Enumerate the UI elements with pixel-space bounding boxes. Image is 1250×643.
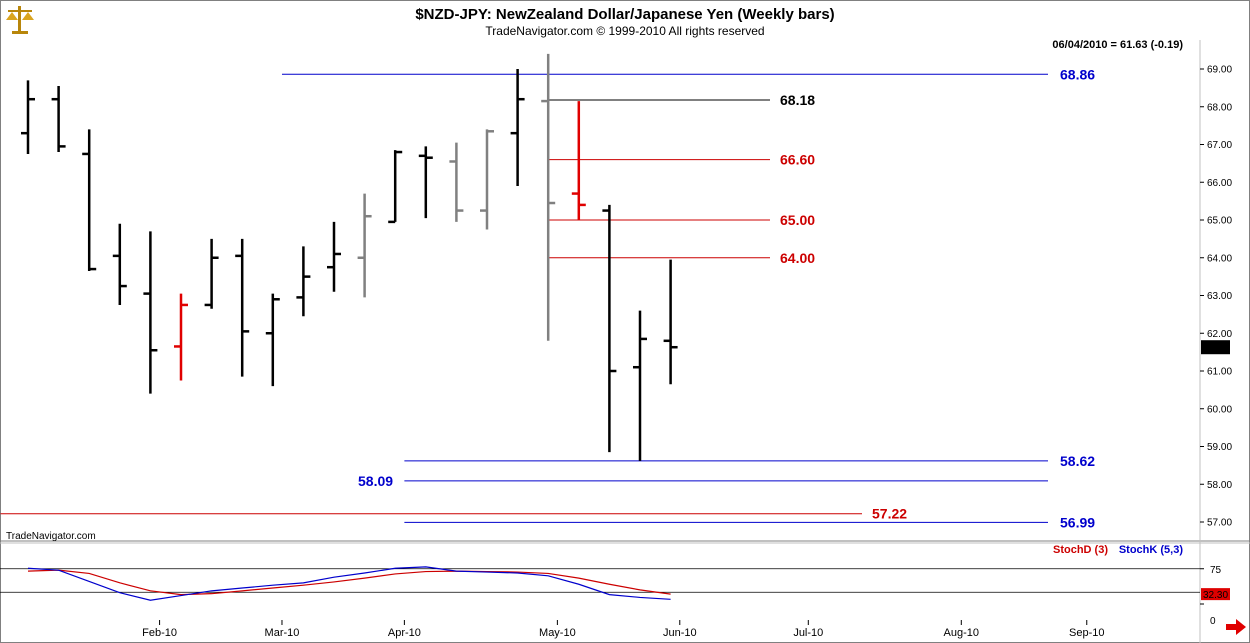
arrow-right-icon[interactable]	[1226, 619, 1246, 635]
y-tick-label: 66.00	[1207, 178, 1232, 189]
level-label: 56.99	[1060, 514, 1095, 530]
ohlc-bar	[235, 238, 250, 377]
ohlc-bar	[143, 231, 158, 394]
x-tick-label: Jul-10	[793, 627, 823, 639]
ohlc-bar	[174, 293, 188, 381]
y-tick-label: 57.00	[1207, 518, 1232, 529]
level-label: 66.60	[780, 152, 815, 168]
stoch-last-box	[1201, 588, 1230, 601]
ohlc-bar	[449, 142, 464, 222]
y-tick-label: 67.00	[1207, 140, 1232, 151]
x-tick-label: Mar-10	[265, 627, 300, 639]
ohlc-bar	[480, 129, 494, 230]
ohlc-bar	[388, 150, 403, 224]
copyright-text: TradeNavigator.com © 1999-2010 All right…	[485, 24, 764, 38]
last-quote-label: 06/04/2010 = 61.63 (-0.19)	[1052, 39, 1183, 51]
x-tick-label: May-10	[539, 627, 576, 639]
x-tick-label: Jun-10	[663, 627, 697, 639]
chart-title: $NZD-JPY: NewZealand Dollar/Japanese Yen…	[415, 6, 834, 23]
ohlc-bar	[633, 310, 647, 461]
ohlc-bar	[418, 146, 433, 219]
ohlc-bar	[602, 204, 617, 453]
stoch-tick-label: 0	[1210, 616, 1216, 627]
ohlc-bar	[510, 69, 525, 187]
level-label: 65.00	[780, 212, 815, 228]
y-tick-label: 62.00	[1207, 329, 1232, 340]
legend-stoch-k: StochK (5,3)	[1119, 544, 1184, 556]
y-tick-label: 68.00	[1207, 102, 1232, 113]
y-tick-label: 61.00	[1207, 367, 1232, 378]
date-axis: Feb-10 Mar-10 Apr-10 May-10 Jun-10 Jul-10 Aug-…	[142, 620, 1105, 639]
y-tick-label: 65.00	[1207, 216, 1232, 227]
stoch-last-text: 32.30	[1203, 590, 1228, 601]
ohlc-bars	[21, 53, 678, 461]
y-tick-label: 64.00	[1207, 253, 1232, 264]
x-tick-label: Aug-10	[944, 627, 979, 639]
ohlc-bar	[663, 259, 678, 385]
stoch-d-line	[27, 569, 671, 596]
x-tick-label: Sep-10	[1069, 627, 1104, 639]
ohlc-bar	[357, 193, 372, 298]
level-label: 68.18	[780, 92, 815, 108]
y-tick-label: 69.00	[1207, 65, 1232, 76]
level-label: 58.09	[358, 473, 393, 489]
x-tick-label: Apr-10	[388, 627, 421, 639]
ohlc-bar	[571, 101, 586, 220]
ohlc-bar	[82, 129, 97, 271]
level-label: 58.62	[1060, 453, 1095, 469]
stochastic-panel: 75 0 32.30	[0, 565, 1230, 627]
watermark-text: TradeNavigator.com	[6, 531, 96, 542]
y-tick-label: 59.00	[1207, 442, 1232, 453]
stoch-k-line	[27, 566, 671, 601]
level-label: 68.86	[1060, 66, 1095, 82]
y-tick-label: 63.00	[1207, 291, 1232, 302]
last-price-marker: 61.63	[1201, 340, 1230, 355]
x-tick-label: Feb-10	[142, 627, 177, 639]
last-price-text: 61.63	[1203, 343, 1228, 354]
ohlc-bar	[296, 246, 311, 317]
price-axis: 69.00 68.00 67.00 66.00 65.00 64.00 63.00 62.00…	[1200, 65, 1232, 529]
y-tick-label: 60.00	[1207, 404, 1232, 415]
level-label: 64.00	[780, 250, 815, 266]
ohlc-bar	[204, 238, 219, 309]
y-tick-label: 58.00	[1207, 480, 1232, 491]
stoch-tick-label: 75	[1210, 565, 1222, 576]
ohlc-bar	[21, 80, 35, 154]
ohlc-bar	[327, 221, 341, 292]
ohlc-bar	[112, 223, 127, 305]
level-lines: 68.86 68.18 66.60 65.00 64.00 58.62 58.09 57.22…	[0, 66, 1095, 530]
ohlc-bar	[541, 53, 556, 341]
last-price-box	[1201, 340, 1230, 355]
scales-icon	[6, 6, 34, 34]
level-label: 57.22	[872, 506, 907, 522]
ohlc-bar	[51, 85, 66, 153]
legend-stoch-d: StochD (3)	[1053, 544, 1108, 556]
ohlc-bar	[265, 293, 280, 387]
